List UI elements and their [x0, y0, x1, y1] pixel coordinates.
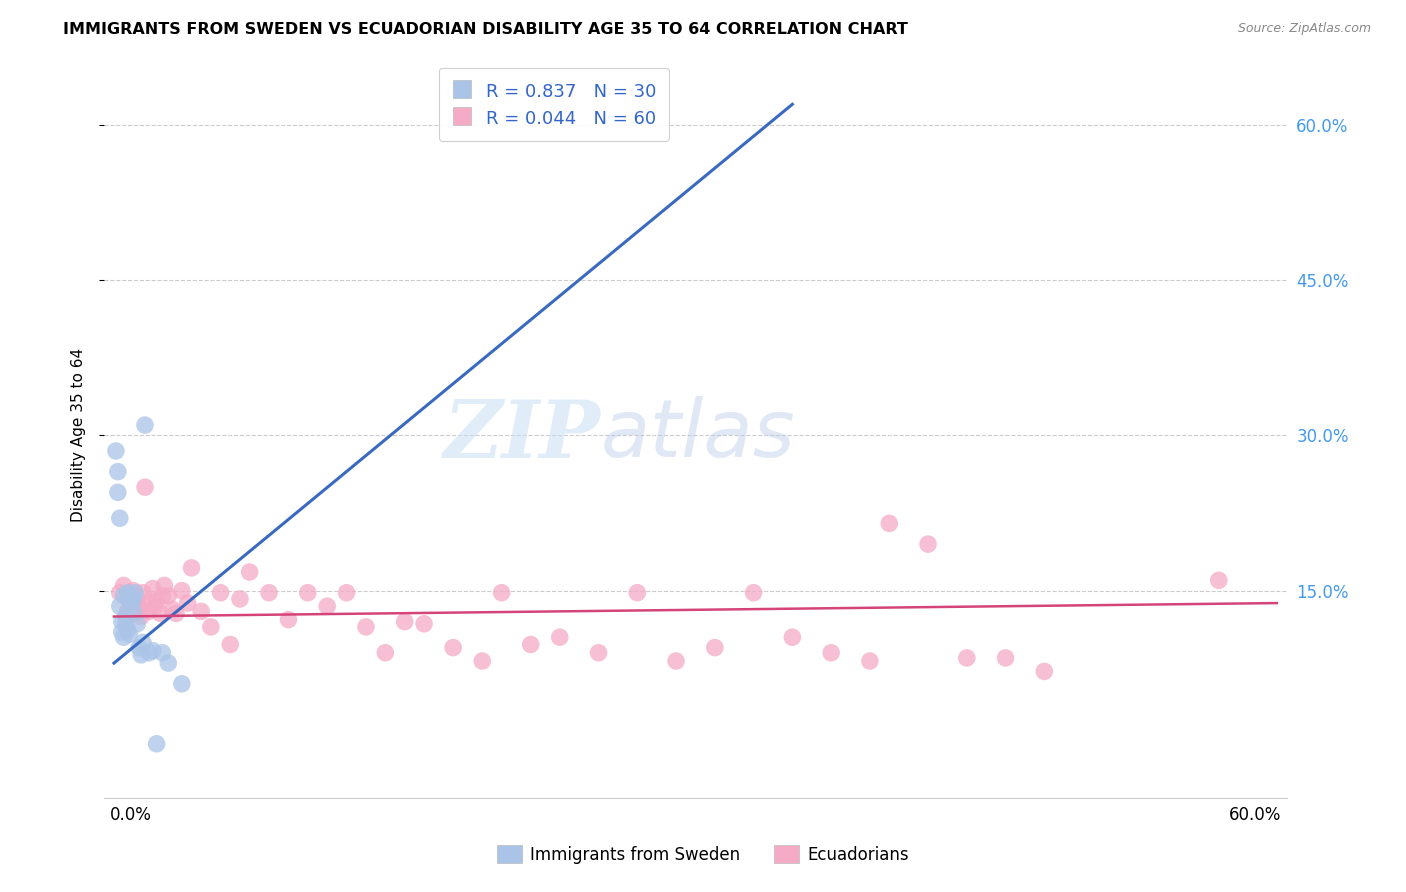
Point	[128, 599, 150, 614]
Point	[209, 585, 232, 599]
Point	[108, 585, 131, 599]
Point	[170, 677, 193, 691]
Y-axis label: Disability Age 35 to 64: Disability Age 35 to 64	[72, 349, 86, 523]
Point	[127, 591, 149, 606]
Point	[742, 585, 765, 599]
Point	[129, 609, 152, 624]
Point	[441, 640, 464, 655]
Point	[200, 620, 222, 634]
Point	[132, 585, 155, 599]
Point	[239, 565, 262, 579]
Point	[297, 585, 319, 599]
Point	[128, 640, 150, 655]
Point	[142, 582, 165, 596]
Point	[170, 583, 193, 598]
Point	[471, 654, 494, 668]
Point	[703, 640, 725, 655]
Point	[152, 589, 174, 603]
Point	[122, 604, 145, 618]
Point	[257, 585, 280, 599]
Point	[138, 604, 160, 618]
Point	[118, 589, 141, 603]
Point	[117, 604, 139, 618]
Point	[138, 646, 160, 660]
Point	[112, 589, 135, 603]
Point	[1208, 574, 1230, 588]
Point	[160, 602, 183, 616]
Text: ZIP: ZIP	[444, 397, 600, 475]
Point	[142, 643, 165, 657]
Point	[374, 646, 396, 660]
Point	[122, 591, 145, 606]
Point	[165, 607, 187, 621]
Point	[956, 651, 979, 665]
Point	[413, 616, 436, 631]
Point	[316, 599, 339, 614]
Point	[114, 616, 136, 631]
Point	[111, 615, 134, 629]
Point	[145, 594, 167, 608]
Point	[859, 654, 882, 668]
Text: 0.0%: 0.0%	[110, 805, 152, 824]
Point	[153, 578, 176, 592]
Text: Source: ZipAtlas.com: Source: ZipAtlas.com	[1237, 22, 1371, 36]
Point	[136, 596, 159, 610]
Point	[820, 646, 842, 660]
Point	[335, 585, 357, 599]
Text: atlas: atlas	[600, 396, 796, 475]
Point	[117, 585, 139, 599]
Point	[107, 485, 129, 500]
Point	[134, 480, 156, 494]
Point	[519, 638, 541, 652]
Point	[108, 511, 131, 525]
Point	[149, 607, 172, 621]
Point	[120, 596, 142, 610]
Point	[114, 609, 136, 624]
Point	[132, 635, 155, 649]
Point	[112, 578, 135, 592]
Point	[548, 630, 571, 644]
Point	[877, 516, 900, 531]
Point	[491, 585, 513, 599]
Point	[124, 607, 146, 621]
Point	[122, 583, 145, 598]
Point	[104, 444, 127, 458]
Point	[118, 627, 141, 641]
Point	[994, 651, 1017, 665]
Point	[665, 654, 688, 668]
Point	[134, 418, 156, 433]
Point	[219, 638, 242, 652]
Point	[152, 646, 174, 660]
Point	[917, 537, 939, 551]
Point	[112, 630, 135, 644]
Point	[180, 561, 202, 575]
Point	[176, 596, 198, 610]
Point	[354, 620, 377, 634]
Point	[117, 623, 139, 637]
Point	[108, 599, 131, 614]
Point	[143, 599, 166, 614]
Point	[229, 591, 252, 606]
Point	[1033, 665, 1056, 679]
Point	[157, 589, 180, 603]
Point	[127, 616, 149, 631]
Point	[588, 646, 610, 660]
Point	[111, 625, 134, 640]
Legend: Immigrants from Sweden, Ecuadorians: Immigrants from Sweden, Ecuadorians	[491, 838, 915, 871]
Point	[782, 630, 804, 644]
Point	[120, 596, 142, 610]
Text: 60.0%: 60.0%	[1229, 805, 1281, 824]
Point	[277, 613, 299, 627]
Point	[124, 585, 146, 599]
Point	[118, 594, 141, 608]
Point	[145, 737, 167, 751]
Point	[157, 656, 180, 670]
Point	[394, 615, 416, 629]
Point	[190, 604, 212, 618]
Point	[129, 648, 152, 662]
Point	[626, 585, 648, 599]
Point	[107, 465, 129, 479]
Text: IMMIGRANTS FROM SWEDEN VS ECUADORIAN DISABILITY AGE 35 TO 64 CORRELATION CHART: IMMIGRANTS FROM SWEDEN VS ECUADORIAN DIS…	[63, 22, 908, 37]
Legend: R = 0.837   N = 30, R = 0.044   N = 60: R = 0.837 N = 30, R = 0.044 N = 60	[439, 68, 668, 141]
